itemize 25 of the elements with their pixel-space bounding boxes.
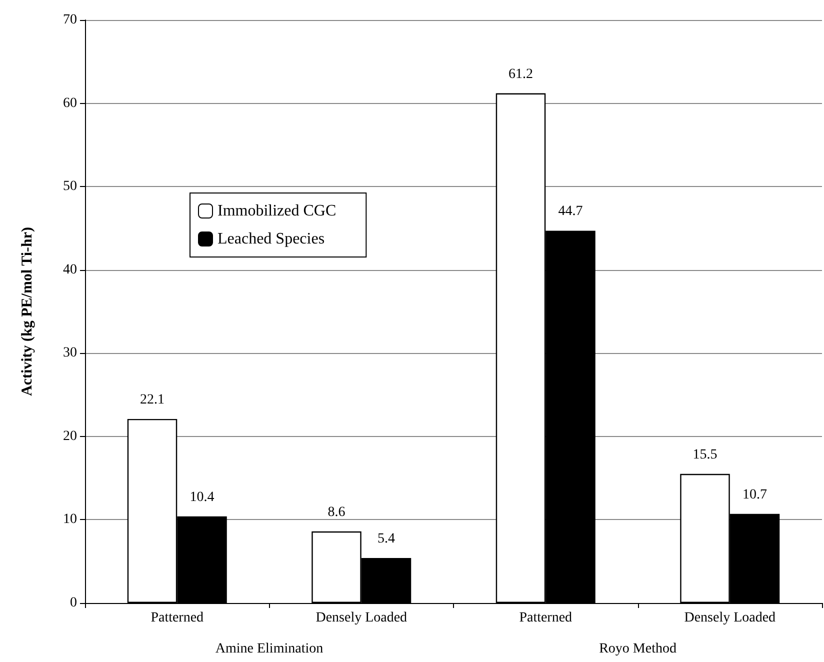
y-tick-label: 30 <box>63 346 77 361</box>
y-tick-label: 20 <box>63 428 77 444</box>
legend-label: Leached Species <box>218 230 325 248</box>
data-label: 10.4 <box>190 490 214 505</box>
data-label: 5.4 <box>378 532 395 547</box>
data-label: 10.7 <box>742 487 767 502</box>
data-label: 22.1 <box>140 392 164 408</box>
text: Amine Elimination <box>215 642 324 656</box>
y-tick-label: 60 <box>63 96 77 111</box>
y-tick-label: 10 <box>63 512 77 528</box>
y-tick-label: 50 <box>63 179 77 194</box>
legend-label: Immobilized CGC <box>218 202 336 220</box>
data-label: 15.5 <box>692 447 718 462</box>
x-tick-label: Densely Loaded <box>684 610 776 626</box>
text: Royo Method <box>599 642 676 656</box>
data-label: 61.2 <box>508 66 533 82</box>
y-tick-label: 40 <box>63 262 77 278</box>
x-tick-label: Patterned <box>150 610 204 626</box>
data-label: 8.6 <box>328 504 346 520</box>
x-tick-label: Patterned <box>519 610 572 626</box>
y-axis-title: Activity (kg PE/mol Ti-hr) <box>20 226 36 396</box>
data-label: 44.7 <box>558 204 583 220</box>
y-tick-label: 0 <box>70 596 77 610</box>
x-tick-label: Densely Loaded <box>316 610 408 626</box>
y-tick-label: 70 <box>63 12 77 28</box>
